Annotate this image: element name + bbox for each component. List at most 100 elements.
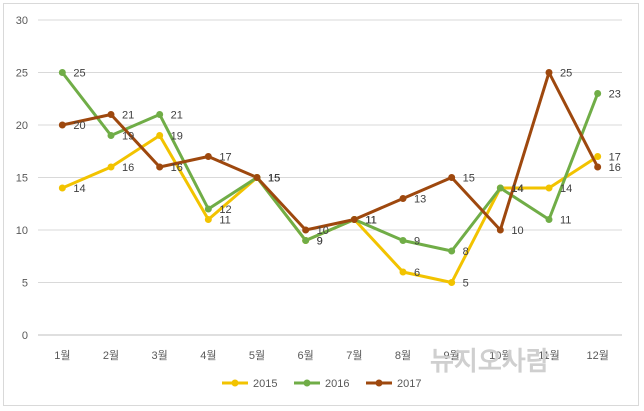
data-point-2016 [302, 237, 310, 244]
data-point-2017 [350, 216, 358, 223]
data-label-2017: 10 [511, 225, 523, 237]
data-point-2017 [58, 121, 66, 129]
legend-label-2016: 2016 [325, 378, 349, 390]
x-tick-label: 12월 [586, 349, 608, 362]
data-label-2015: 11 [219, 215, 230, 227]
x-tick-label: 2월 [103, 349, 119, 362]
data-point-2016 [594, 90, 602, 97]
y-tick-label: 15 [16, 173, 28, 185]
data-label-2017: 16 [171, 162, 183, 174]
y-tick-label: 25 [16, 68, 28, 80]
x-tick-label: 11월 [538, 349, 560, 362]
data-point-2017 [545, 69, 553, 76]
watermark: 뉴지오사람 [430, 347, 550, 377]
data-point-2016 [448, 247, 456, 255]
x-tick-label: 1월 [54, 349, 70, 362]
data-label-2017: 21 [122, 110, 134, 122]
data-point-2015 [594, 153, 602, 160]
data-label-2017: 15 [268, 173, 280, 185]
data-label-2015: 16 [122, 162, 134, 174]
x-tick-label: 6월 [298, 349, 314, 362]
data-label-2017: 17 [219, 152, 231, 164]
chart-frame [3, 3, 639, 406]
data-point-2017 [204, 153, 212, 160]
legend-label-2017: 2017 [397, 378, 421, 390]
data-label-2016: 8 [463, 246, 469, 258]
data-label-2017: 15 [463, 173, 475, 185]
data-label-2016: 19 [122, 131, 134, 143]
data-point-2016 [204, 205, 212, 213]
data-point-2017 [448, 174, 456, 181]
x-tick-label: 5월 [249, 349, 265, 362]
x-tick-label: 4월 [200, 349, 216, 362]
series-points [58, 69, 602, 286]
data-label-2016: 25 [73, 68, 85, 80]
y-tick-label: 20 [16, 120, 28, 132]
data-point-2016 [58, 69, 66, 76]
data-label-2015: 11 [365, 215, 376, 227]
data-label-2017: 20 [73, 120, 85, 132]
series-lines [60, 71, 600, 284]
data-point-2015 [107, 163, 115, 171]
data-point-2017 [496, 226, 504, 234]
y-tick-label: 10 [16, 225, 28, 237]
data-point-2015 [58, 184, 66, 192]
y-tick-label: 5 [22, 278, 28, 290]
data-label-2016: 11 [365, 215, 376, 227]
series-line-2017 [60, 71, 600, 232]
data-point-2016 [156, 111, 164, 118]
legend-marker-2015 [231, 379, 239, 387]
data-label-2016: 15 [268, 173, 280, 185]
y-tick-label: 0 [22, 330, 28, 342]
data-point-2016 [399, 237, 407, 244]
legend-label-2015: 2015 [253, 378, 277, 390]
x-tick-label: 7월 [346, 349, 362, 362]
data-label-2015: 6 [414, 267, 420, 279]
data-point-2017 [107, 111, 115, 118]
data-label-2015: 14 [73, 183, 85, 195]
data-label-2015: 15 [268, 173, 280, 185]
data-label-2016: 9 [414, 236, 420, 248]
data-label-2016: 9 [317, 236, 323, 248]
data-point-2015 [545, 184, 553, 192]
x-tick-label: 3월 [152, 349, 168, 362]
data-label-2017: 16 [609, 162, 621, 174]
data-point-2017 [302, 226, 310, 234]
x-tick-label: 8월 [395, 349, 411, 362]
data-label-2015: 14 [560, 183, 572, 195]
legend: 2015 2016 2017 [222, 378, 421, 390]
data-point-2017 [253, 174, 261, 181]
data-point-2015 [204, 216, 212, 223]
data-label-2015: 9 [317, 236, 323, 248]
data-point-2017 [399, 195, 407, 202]
data-label-2016: 23 [609, 89, 621, 101]
data-label-2016: 14 [511, 183, 523, 195]
data-point-2017 [594, 163, 602, 171]
data-label-2017: 10 [317, 225, 329, 237]
data-point-2015 [156, 132, 164, 139]
data-point-2016 [545, 216, 553, 223]
data-point-2015 [399, 268, 407, 276]
data-label-2015: 14 [511, 183, 523, 195]
legend-marker-2016 [303, 379, 311, 387]
data-label-2015: 17 [609, 152, 621, 164]
data-label-2016: 21 [171, 110, 183, 122]
y-axis-ticks: 0 5 10 15 20 25 30 [16, 15, 28, 342]
data-label-2015: 19 [171, 131, 183, 143]
gridlines [38, 19, 622, 336]
data-point-2015 [448, 279, 456, 286]
data-label-2016: 12 [219, 204, 231, 216]
data-point-2016 [107, 132, 115, 139]
data-label-2015: 5 [463, 278, 469, 290]
data-point-2016 [496, 184, 504, 192]
data-label-2017: 13 [414, 194, 426, 206]
x-tick-label: 10월 [489, 349, 511, 362]
x-axis-ticks: 1월 2월 3월 4월 5월 6월 7월 8월 9월 10월 11월 12월 [54, 349, 609, 362]
x-tick-label: 9월 [444, 349, 460, 362]
series-line-2015 [60, 134, 600, 284]
y-tick-label: 30 [16, 15, 28, 27]
data-label-2016: 11 [560, 215, 571, 227]
data-point-2017 [156, 163, 164, 171]
